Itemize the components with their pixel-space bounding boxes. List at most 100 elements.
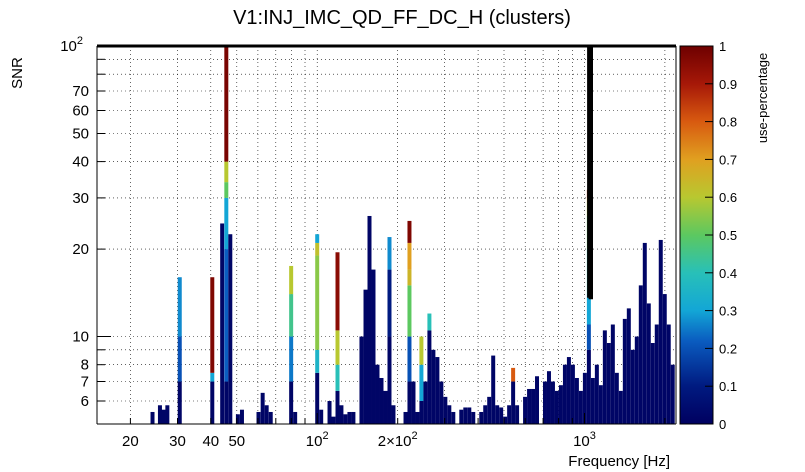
heatmap-cell — [662, 294, 667, 424]
heatmap-cell — [239, 409, 244, 424]
heatmap-cell — [622, 318, 627, 424]
heatmap-cell — [602, 330, 607, 424]
heatmap-cell — [387, 336, 392, 424]
x-tick-label: 40 — [202, 433, 219, 450]
heatmap-cell — [224, 249, 229, 382]
heatmap-cell — [574, 377, 579, 424]
y-axis-label: SNR — [9, 57, 26, 89]
heatmap-cell — [459, 409, 464, 424]
y-axis-ticks: 6 78 10 20 30 40 50 60 70 102 — [60, 35, 111, 410]
heatmap-cell — [407, 381, 412, 424]
heatmap-cell — [315, 255, 320, 350]
heatmap-cell — [161, 409, 166, 424]
heatmap-cell — [379, 377, 384, 424]
x-tick-label: 102 — [306, 430, 329, 450]
heatmap-cell — [566, 357, 571, 424]
heatmap-cell — [367, 215, 372, 424]
heatmap-cell — [260, 392, 265, 424]
heatmap-cell — [224, 381, 229, 424]
heatmap-cells — [150, 46, 675, 424]
heatmap-cell — [626, 308, 631, 424]
heatmap-cell — [562, 364, 567, 424]
x-axis-ticks: 20 30 40 50 102 2×102 103 — [122, 413, 666, 450]
heatmap-cell — [165, 405, 170, 424]
heatmap-cell — [339, 405, 344, 424]
heatmap-cell — [503, 416, 508, 424]
heatmap-cell — [411, 381, 416, 424]
heatmap-cell — [614, 372, 619, 424]
heatmap-cell — [634, 336, 639, 424]
cluster-outline — [97, 44, 676, 300]
y-tick-label: 102 — [60, 35, 83, 55]
heatmap-cell — [210, 277, 215, 373]
heatmap-cell — [630, 349, 635, 424]
y-tick-label: 40 — [72, 154, 89, 171]
heatmap-cell — [463, 407, 468, 424]
heatmap-cell — [487, 396, 492, 424]
colorbar-label: use-percentage — [755, 53, 770, 143]
heatmap-cell — [419, 336, 424, 365]
heatmap-cell — [150, 411, 155, 424]
heatmap-cell — [224, 46, 229, 162]
heatmap-cell — [319, 409, 324, 424]
colorbar-tick-label: 0.6 — [719, 190, 737, 205]
heatmap-cell — [351, 411, 356, 424]
heatmap-cell — [507, 405, 512, 424]
y-tick-label: 30 — [72, 190, 89, 207]
heatmap-cell — [289, 294, 294, 337]
x-tick-label: 30 — [169, 433, 186, 450]
heatmap-cell — [335, 364, 340, 391]
heatmap-cell — [256, 411, 261, 424]
heatmap-cell — [531, 388, 536, 424]
colorbar-tick-label: 0 — [719, 417, 726, 432]
heatmap-cell — [443, 396, 448, 424]
y-tick-label: 50 — [72, 126, 89, 143]
heatmap-cell — [590, 377, 595, 424]
heatmap-cell — [419, 400, 424, 424]
heatmap-cell — [343, 414, 348, 424]
heatmap-cell — [327, 400, 332, 424]
heatmap-cell — [427, 330, 432, 424]
y-tick-label: 70 — [72, 83, 89, 100]
heatmap-cell — [177, 336, 182, 382]
heatmap-cell — [371, 269, 376, 424]
heatmap-cell — [289, 336, 294, 382]
colorbar-tick-label: 0.8 — [719, 115, 737, 130]
colorbar-ticks: 0 0.1 0.2 0.3 0.4 0.5 0.6 0.7 0.8 0.9 1 — [705, 39, 737, 432]
heatmap-cell — [610, 324, 615, 424]
heatmap-cell — [347, 411, 352, 424]
heatmap-cell — [491, 355, 496, 424]
heatmap-cell — [670, 364, 675, 424]
heatmap-cell — [387, 269, 392, 337]
heatmap-cell — [415, 411, 420, 424]
cluster-outline-right — [588, 44, 676, 300]
heatmap-cell — [582, 372, 587, 424]
y-tick-label: 20 — [72, 241, 89, 258]
heatmap-cell — [586, 349, 591, 424]
heatmap-cell — [495, 405, 500, 424]
heatmap-cell — [407, 242, 412, 270]
heatmap-cell — [177, 381, 182, 424]
colorbar-tick-label: 0.4 — [719, 266, 737, 281]
heatmap-cell — [315, 349, 320, 373]
heatmap-cell — [407, 336, 412, 382]
colorbar-tick-label: 0.9 — [719, 77, 737, 92]
heatmap-cell — [642, 242, 647, 424]
heatmap-cell — [447, 405, 452, 424]
heatmap-cell — [359, 336, 364, 424]
heatmap-cell — [598, 385, 603, 424]
x-tick-label: 103 — [573, 430, 596, 450]
heatmap-cell — [335, 252, 340, 331]
y-tick-label: 10 — [72, 329, 89, 346]
heatmap-cell — [554, 390, 559, 424]
heatmap-cell — [224, 161, 229, 183]
heatmap-cell — [210, 372, 215, 382]
heatmap-cell — [289, 265, 294, 295]
heatmap-cell — [407, 269, 412, 286]
heatmap-cell — [511, 367, 516, 382]
heatmap-cell — [654, 324, 659, 424]
heatmap-cell — [535, 376, 540, 424]
heatmap-cell — [403, 411, 408, 424]
colorbar-tick-label: 0.2 — [719, 341, 737, 356]
